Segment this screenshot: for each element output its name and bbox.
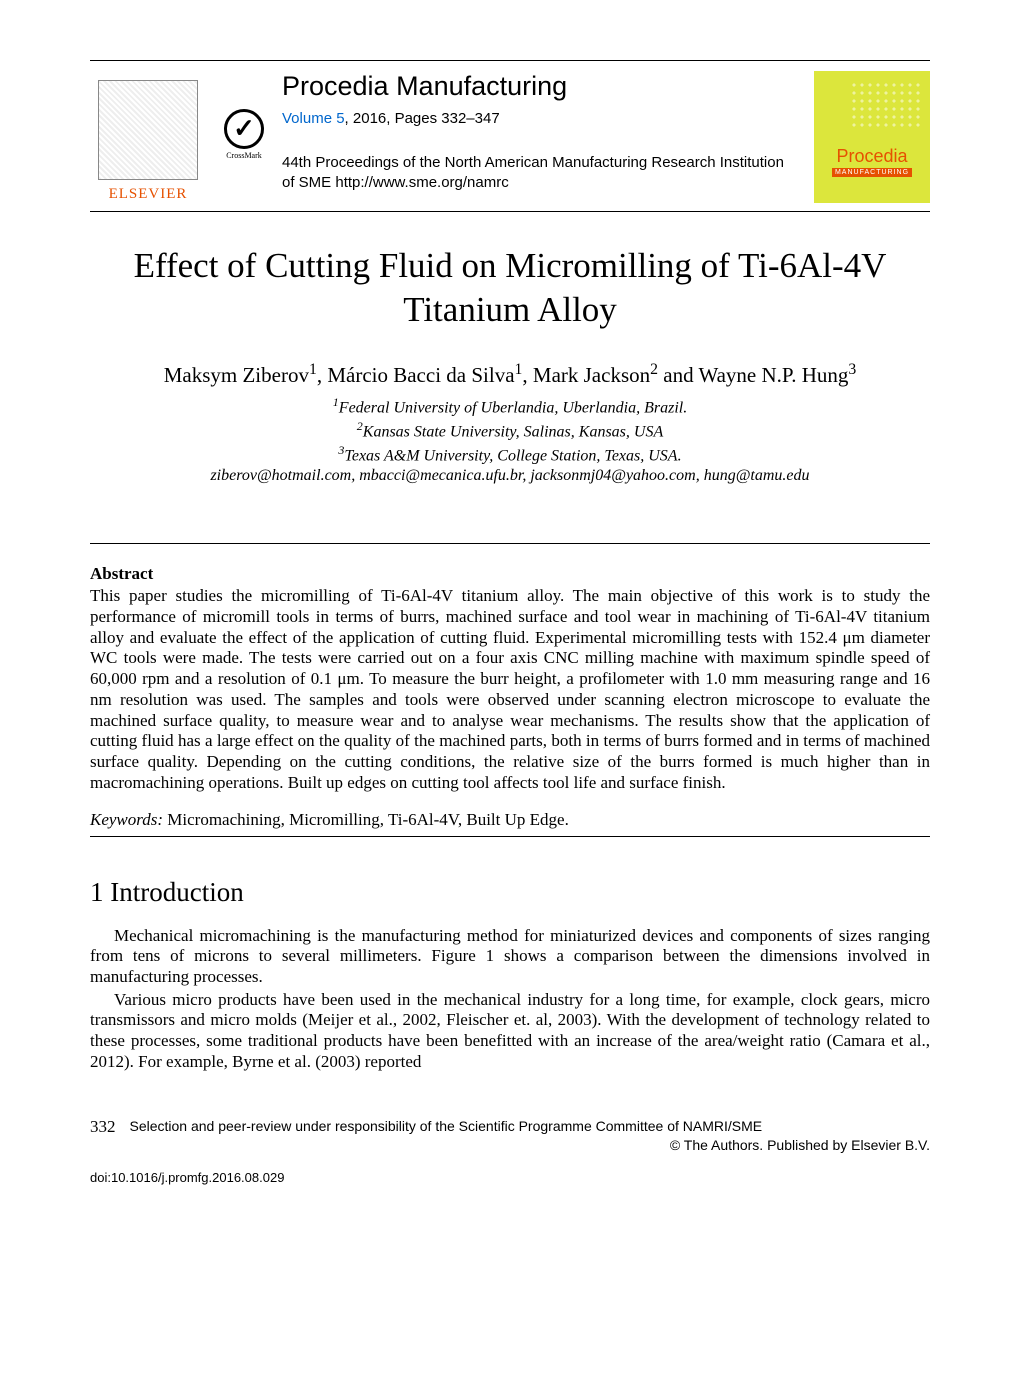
journal-meta: Procedia Manufacturing Volume 5, 2016, P… <box>282 71 800 194</box>
journal-volume: Volume 5, 2016, Pages 332–347 <box>282 110 800 127</box>
conference-info: 44th Proceedings of the North American M… <box>282 153 800 194</box>
procedia-subbrand: MANUFACTURING <box>832 168 912 177</box>
keywords-line: Keywords: Micromachining, Micromilling, … <box>90 810 930 830</box>
elsevier-tree-icon <box>98 80 198 180</box>
affiliation-2: 2Kansas State University, Salinas, Kansa… <box>90 419 930 443</box>
volume-rest: , 2016, Pages 332–347 <box>345 110 500 127</box>
journal-name: Procedia Manufacturing <box>282 71 800 102</box>
doi: doi:10.1016/j.promfg.2016.08.029 <box>90 1170 930 1185</box>
abstract-text: This paper studies the micromilling of T… <box>90 586 930 793</box>
procedia-brand: Procedia <box>836 146 907 167</box>
keywords-text: Micromachining, Micromilling, Ti-6Al-4V,… <box>163 810 569 829</box>
intro-paragraph-1: Mechanical micromachining is the manufac… <box>90 926 930 988</box>
elsevier-logo: ELSEVIER <box>90 71 206 203</box>
crossmark-x-icon: ✓ <box>233 116 255 142</box>
peer-review-text: Selection and peer-review under responsi… <box>130 1118 763 1134</box>
footer: 332 Selection and peer-review under resp… <box>90 1117 930 1186</box>
elsevier-wordmark: ELSEVIER <box>109 186 188 203</box>
crossmark-circle-icon: ✓ <box>224 109 264 149</box>
keywords-label: Keywords: <box>90 810 163 829</box>
affiliation-3: 3Texas A&M University, College Station, … <box>90 443 930 467</box>
affiliation-1: 1Federal University of Uberlandia, Uberl… <box>90 395 930 419</box>
abstract-rule-top <box>90 543 930 544</box>
section-1-heading: 1 Introduction <box>90 877 930 908</box>
intro-paragraph-2: Various micro products have been used in… <box>90 990 930 1073</box>
procedia-badge: Procedia MANUFACTURING <box>814 71 930 203</box>
abstract-rule-bottom <box>90 836 930 837</box>
author-emails: ziberov@hotmail.com, mbacci@mecanica.ufu… <box>90 467 930 485</box>
footer-text: Selection and peer-review under responsi… <box>130 1117 931 1155</box>
header-rule-bottom <box>90 211 930 212</box>
crossmark-label: CrossMark <box>226 151 262 160</box>
page-number: 332 <box>90 1117 116 1137</box>
abstract-heading: Abstract <box>90 564 930 584</box>
volume-link[interactable]: Volume 5 <box>282 110 345 127</box>
footer-line: 332 Selection and peer-review under resp… <box>90 1117 930 1155</box>
paper-title: Effect of Cutting Fluid on Micromilling … <box>90 244 930 332</box>
header: ELSEVIER ✓ CrossMark Procedia Manufactur… <box>90 71 930 211</box>
copyright-text: © The Authors. Published by Elsevier B.V… <box>130 1136 931 1155</box>
top-rule <box>90 60 930 61</box>
affiliations-block: 1Federal University of Uberlandia, Uberl… <box>90 395 930 467</box>
procedia-dots-icon <box>850 81 920 131</box>
authors: Maksym Ziberov1, Márcio Bacci da Silva1,… <box>90 360 930 389</box>
crossmark-badge[interactable]: ✓ CrossMark <box>220 109 268 160</box>
